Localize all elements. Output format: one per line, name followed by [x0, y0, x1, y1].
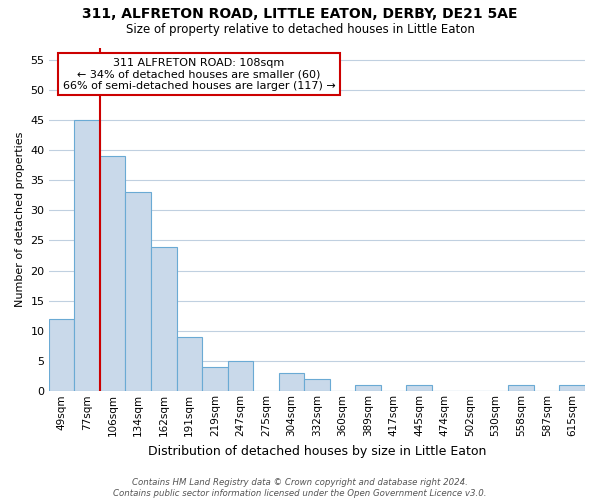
Bar — [278, 373, 304, 392]
Bar — [100, 156, 125, 392]
Y-axis label: Number of detached properties: Number of detached properties — [15, 132, 25, 307]
Bar — [74, 120, 100, 392]
Bar — [406, 385, 432, 392]
Bar — [227, 361, 253, 392]
Bar — [508, 385, 534, 392]
Bar — [49, 319, 74, 392]
Text: Size of property relative to detached houses in Little Eaton: Size of property relative to detached ho… — [125, 22, 475, 36]
Text: 311, ALFRETON ROAD, LITTLE EATON, DERBY, DE21 5AE: 311, ALFRETON ROAD, LITTLE EATON, DERBY,… — [82, 8, 518, 22]
X-axis label: Distribution of detached houses by size in Little Eaton: Distribution of detached houses by size … — [148, 444, 486, 458]
Bar — [304, 379, 329, 392]
Bar — [151, 246, 176, 392]
Bar — [202, 367, 227, 392]
Bar — [355, 385, 381, 392]
Bar — [125, 192, 151, 392]
Text: Contains HM Land Registry data © Crown copyright and database right 2024.
Contai: Contains HM Land Registry data © Crown c… — [113, 478, 487, 498]
Text: 311 ALFRETON ROAD: 108sqm
← 34% of detached houses are smaller (60)
66% of semi-: 311 ALFRETON ROAD: 108sqm ← 34% of detac… — [62, 58, 335, 91]
Bar — [559, 385, 585, 392]
Bar — [176, 337, 202, 392]
